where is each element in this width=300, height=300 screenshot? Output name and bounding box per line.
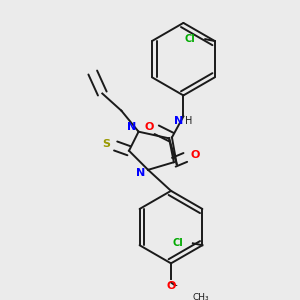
Text: N: N	[136, 168, 145, 178]
Text: N: N	[127, 122, 136, 132]
Text: O: O	[166, 281, 176, 291]
Text: H: H	[185, 116, 193, 126]
Text: O: O	[190, 150, 200, 160]
Text: O: O	[144, 122, 154, 132]
Text: CH₃: CH₃	[193, 293, 210, 300]
Text: N: N	[174, 116, 183, 126]
Text: Cl: Cl	[185, 34, 196, 44]
Text: S: S	[102, 139, 110, 149]
Text: Cl: Cl	[172, 238, 183, 248]
